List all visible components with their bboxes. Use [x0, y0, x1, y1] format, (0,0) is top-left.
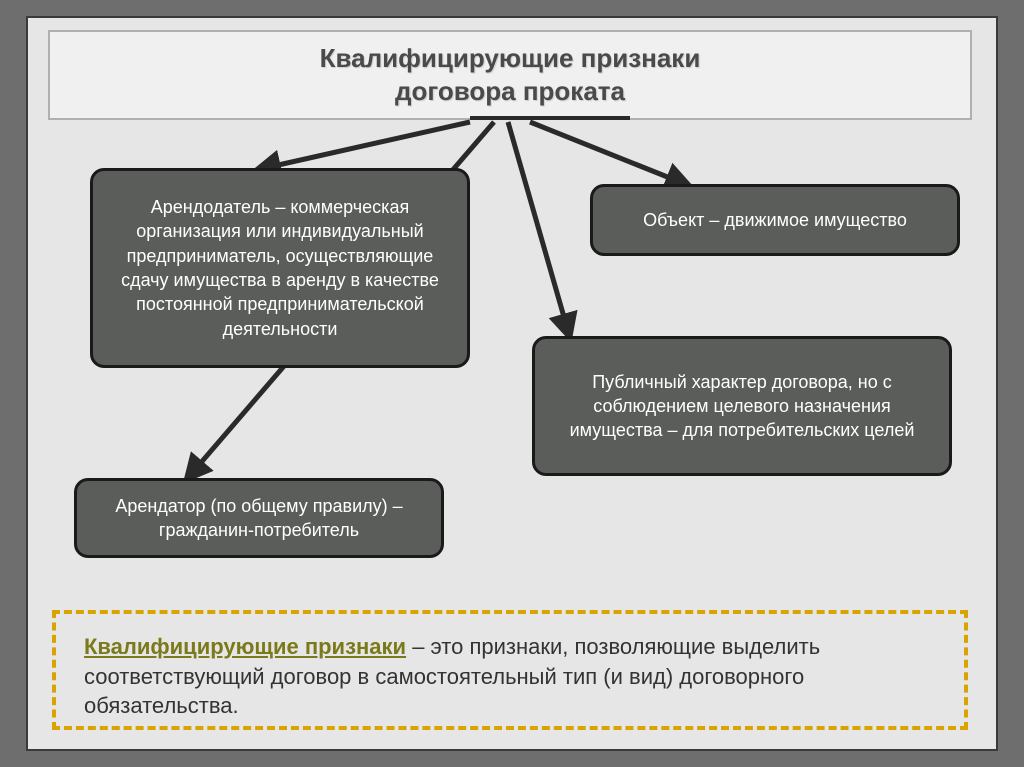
node-public-text: Публичный характер договора, но с соблюд…: [551, 370, 933, 443]
definition-term: Квалифицирующие признаки: [84, 634, 406, 659]
node-public: Публичный характер договора, но с соблюд…: [532, 336, 952, 476]
definition-box: Квалифицирующие признаки – это признаки,…: [52, 610, 968, 730]
node-lessor: Арендодатель – коммерческая организация …: [90, 168, 470, 368]
node-object: Объект – движимое имущество: [590, 184, 960, 256]
title-box: Квалифицирующие признаки договора прокат…: [48, 30, 972, 120]
node-object-text: Объект – движимое имущество: [643, 208, 907, 232]
title-line1: Квалифицирующие признаки: [50, 42, 970, 75]
title-underline: [470, 116, 630, 120]
node-lessor-text: Арендодатель – коммерческая организация …: [109, 195, 451, 341]
title-line2: договора проката: [50, 75, 970, 108]
node-lessee-text: Арендатор (по общему правилу) – граждани…: [93, 494, 425, 543]
node-lessee: Арендатор (по общему правилу) – граждани…: [74, 478, 444, 558]
